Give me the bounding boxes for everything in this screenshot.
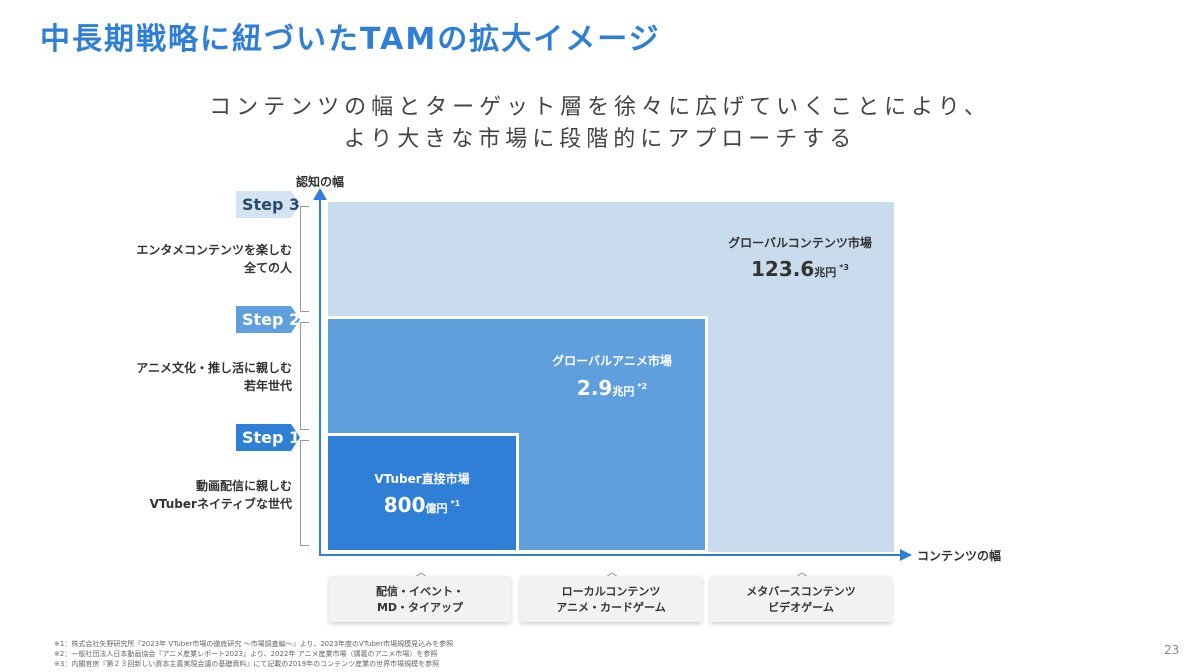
step-2-audience: アニメ文化・推し活に親しむ 若年世代 — [136, 359, 292, 395]
page-title: 中長期戦略に紐づいたTAMの拡大イメージ — [40, 22, 661, 57]
x-axis-line — [319, 554, 904, 556]
step-3-audience-line-1: エンタメコンテンツを楽しむ — [136, 243, 292, 257]
category-2-line-2: アニメ・カードゲーム — [556, 601, 666, 614]
footnote-3: ※3：内閣官房『第２３回新しい資本主義実現会議の基礎資料』にて記載の2019年の… — [54, 660, 440, 668]
step-2-audience-line-1: アニメ文化・推し活に親しむ — [136, 361, 292, 375]
step-1-audience-line-1: 動画配信に親しむ — [195, 479, 292, 493]
anime-market-name: グローバルアニメ市場 — [552, 354, 672, 368]
subtitle-line-2: より大きな市場に段階的にアプローチする — [343, 127, 857, 152]
category-1-box: 配信・イベント・ MD・タイアップ — [329, 576, 511, 622]
x-axis-arrow-icon — [900, 549, 912, 561]
vtuber-market-box — [325, 433, 519, 553]
step-2-audience-line-2: 若年世代 — [243, 379, 292, 393]
footnote-1: ※1：株式会社矢野研究所『2023年 VTuber市場の徹底研究 ～市場調査編～… — [54, 640, 454, 648]
category-1-line-2: MD・タイアップ — [376, 601, 464, 614]
vtuber-market-unit: 億円 — [425, 502, 448, 515]
footnotes: ※1：株式会社矢野研究所『2023年 VTuber市場の徹底研究 ～市場調査編～… — [54, 639, 453, 669]
subtitle-line-1: コンテンツの幅とターゲット層を徐々に広げていくことにより、 — [209, 95, 991, 120]
vtuber-market-number: 800 — [383, 493, 426, 517]
global-market-value: 123.6兆円 *3 — [700, 257, 900, 281]
step-2-bracket — [300, 322, 309, 430]
anime-market-number: 2.9 — [576, 376, 613, 400]
step-1-audience: 動画配信に親しむ VTuberネイティブな世代 — [150, 477, 292, 513]
anime-market-unit: 兆円 — [612, 385, 635, 398]
step-3-bracket — [300, 206, 309, 312]
footnote-2: ※2：一般社団法人日本動画協会『アニメ産業レポート2023』より、2022年 ア… — [54, 650, 438, 658]
y-axis-line — [319, 198, 321, 555]
category-3-line-2: ビデオゲーム — [768, 601, 834, 614]
category-3-box: メタバースコンテンツ ビデオゲーム — [710, 576, 892, 622]
page-number: 23 — [1164, 643, 1180, 657]
anime-market-note: *2 — [637, 381, 648, 391]
step-1-bracket — [300, 440, 309, 546]
y-axis-label: 認知の幅 — [296, 175, 345, 189]
category-2-line-1: ローカルコンテンツ — [561, 585, 661, 598]
global-market-number: 123.6 — [750, 257, 815, 281]
subtitle: コンテンツの幅とターゲット層を徐々に広げていくことにより、 より大きな市場に段階… — [0, 92, 1200, 156]
step-2-badge: Step 2 — [236, 306, 300, 333]
step-3-audience: エンタメコンテンツを楽しむ 全ての人 — [136, 241, 292, 277]
step-3-badge: Step 3 — [236, 191, 300, 218]
global-market-unit: 兆円 — [814, 266, 837, 279]
category-3-line-1: メタバースコンテンツ — [746, 585, 856, 598]
y-axis-arrow-icon — [313, 188, 327, 200]
vtuber-market-value: 800億円 *1 — [322, 493, 522, 517]
anime-market-value: 2.9兆円 *2 — [512, 376, 712, 400]
vtuber-market-name: VTuber直接市場 — [374, 472, 470, 486]
vtuber-market-note: *1 — [450, 498, 461, 508]
step-1-badge: Step 1 — [236, 424, 300, 451]
category-1-line-1: 配信・イベント・ — [376, 585, 464, 598]
category-2-box: ローカルコンテンツ アニメ・カードゲーム — [520, 576, 702, 622]
step-1-audience-line-2: VTuberネイティブな世代 — [149, 497, 292, 511]
global-market-name: グローバルコンテンツ市場 — [728, 236, 872, 250]
global-market-note: *3 — [839, 262, 849, 272]
x-axis-label: コンテンツの幅 — [917, 549, 1002, 563]
step-3-audience-line-2: 全ての人 — [243, 261, 292, 275]
